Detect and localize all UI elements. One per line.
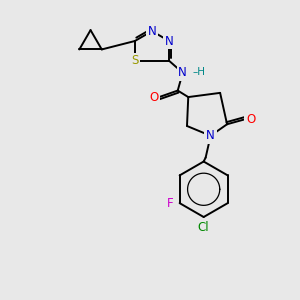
Text: O: O	[149, 91, 159, 104]
Text: Cl: Cl	[198, 221, 209, 234]
Text: F: F	[167, 196, 173, 210]
Text: S: S	[131, 54, 139, 67]
Text: N: N	[178, 66, 187, 79]
Text: N: N	[206, 129, 215, 142]
Text: N: N	[148, 25, 156, 38]
Text: O: O	[246, 113, 256, 126]
Text: N: N	[165, 34, 173, 47]
Text: –H: –H	[193, 67, 206, 77]
